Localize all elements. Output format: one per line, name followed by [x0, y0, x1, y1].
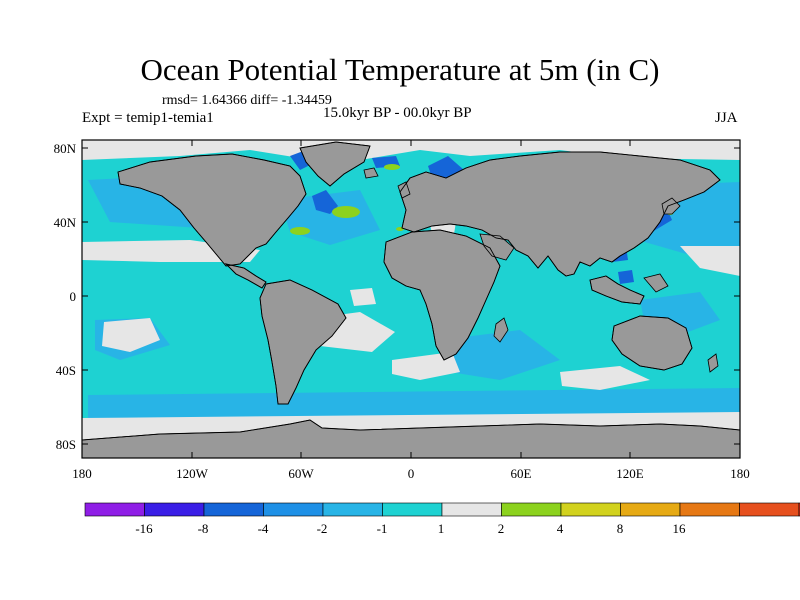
colorbar-box	[84, 502, 145, 517]
colorbar-label: -2	[317, 521, 328, 536]
colorbar-box	[739, 502, 800, 517]
colorbar-box	[679, 502, 740, 517]
colorbar-box	[620, 502, 681, 517]
lon-tick-label: 0	[408, 466, 415, 481]
colorbar-box	[203, 502, 264, 517]
lat-tick-label: 40S	[56, 363, 76, 378]
lat-tick-label: 0	[70, 289, 77, 304]
time-range-label: 15.0kyr BP - 00.0kyr BP	[323, 105, 472, 121]
lon-tick-label: 120W	[176, 466, 209, 481]
longitude-axis: 180 120W 60W 0 60E 120E 180	[72, 140, 750, 481]
colorbar-label: -4	[258, 521, 269, 536]
lon-tick-label: 60E	[511, 466, 532, 481]
colorbar-label: -16	[135, 521, 153, 536]
coastlines	[82, 141, 740, 441]
landmass-madagascar	[493, 317, 509, 343]
colorbar-label: 1	[438, 521, 445, 536]
plot-title: Ocean Potential Temperature at 5m (in C)	[140, 52, 660, 87]
lat-tick-label: 80N	[54, 141, 77, 156]
colorbar-labels: -16 -8 -4 -2 -1 1 2 4 8 16	[135, 521, 686, 536]
lat-tick-label: 80S	[56, 437, 76, 452]
map-plot-area	[82, 140, 740, 458]
colorbar-label: 16	[673, 521, 687, 536]
colorbar-box	[322, 502, 383, 517]
colorbar-box	[263, 502, 324, 517]
colorbar-box	[144, 502, 205, 517]
lon-tick-label: 60W	[288, 466, 314, 481]
landmass-arabia	[479, 233, 515, 261]
lon-tick-label: 180	[72, 466, 92, 481]
lon-tick-label: 180	[730, 466, 750, 481]
colorbar-label: 4	[557, 521, 564, 536]
colorbar	[84, 502, 800, 517]
season-label: JJA	[715, 110, 738, 126]
lon-tick-label: 120E	[616, 466, 644, 481]
colorbar-box	[382, 502, 443, 517]
lat-tick-label: 40N	[54, 215, 77, 230]
colorbar-box	[560, 502, 621, 517]
colorbar-label: -1	[377, 521, 388, 536]
rmsd-diff-stats: rmsd= 1.64366 diff= -1.34459	[162, 93, 332, 108]
warming-spots-green	[290, 164, 674, 377]
experiment-label: Expt = temip1-temia1	[82, 110, 214, 126]
latitude-axis: 80N 40N 0 40S 80S	[54, 141, 740, 452]
colorbar-box	[501, 502, 562, 517]
colorbar-box	[441, 502, 502, 517]
colorbar-label: 2	[498, 521, 505, 536]
colorbar-label: -8	[198, 521, 209, 536]
colorbar-label: 8	[617, 521, 624, 536]
